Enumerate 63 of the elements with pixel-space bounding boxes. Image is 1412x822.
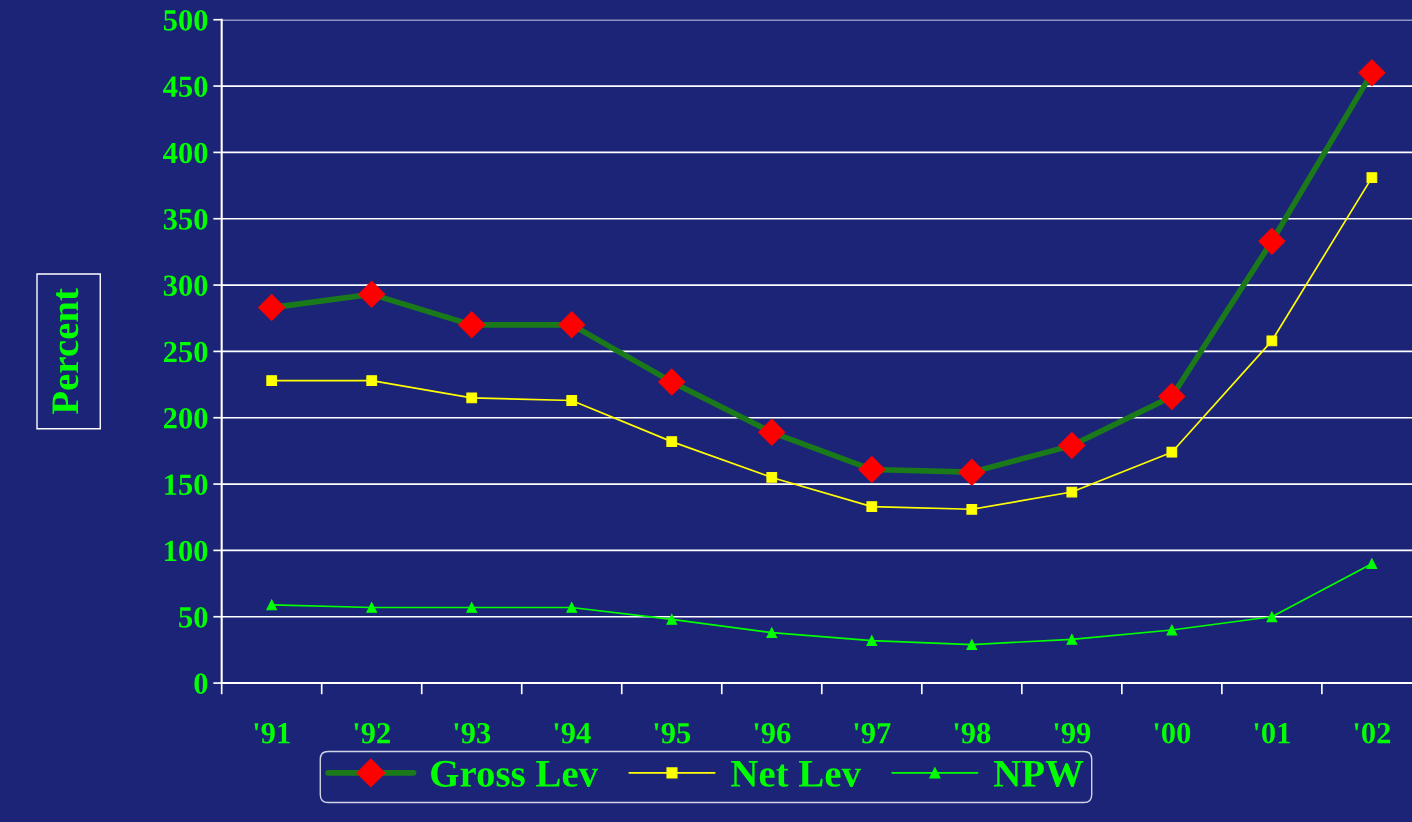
point — [566, 602, 578, 613]
y-tick-label: 350 — [163, 209, 208, 230]
point — [1166, 624, 1178, 636]
point — [1266, 611, 1278, 623]
point — [466, 602, 478, 613]
y-tick-label: 500 — [163, 10, 208, 31]
x-tick-label: '92 — [354, 722, 390, 744]
point — [1266, 335, 1278, 347]
point — [1366, 558, 1378, 570]
legend-label: Net Lev — [731, 761, 861, 787]
x-tick-label: '02 — [1354, 722, 1391, 744]
x-tick-label: '99 — [1054, 722, 1091, 744]
point — [958, 458, 986, 486]
point — [266, 599, 278, 611]
point — [257, 293, 286, 322]
x-tick-label: '97 — [854, 722, 891, 744]
x-tick-label: '00 — [1154, 722, 1191, 744]
point — [866, 635, 878, 647]
point — [266, 375, 278, 386]
x-tick-label: '91 — [254, 722, 290, 744]
x-tick-label: '98 — [954, 722, 991, 744]
legend-label: Gross Lev — [431, 760, 599, 787]
y-tick-label: 50 — [179, 607, 208, 628]
y-tick-label: 100 — [165, 540, 208, 562]
point — [1058, 431, 1086, 460]
point — [966, 503, 978, 515]
point — [457, 311, 486, 339]
point — [858, 455, 886, 484]
point — [658, 368, 686, 396]
point — [1358, 59, 1386, 87]
x-tick-label: '94 — [554, 722, 591, 744]
point — [1166, 446, 1178, 458]
point — [1066, 633, 1078, 645]
point — [366, 602, 378, 613]
point — [966, 639, 978, 650]
point — [357, 280, 386, 309]
y-tick-label: 400 — [163, 142, 208, 164]
point — [866, 501, 878, 513]
point — [366, 375, 378, 386]
y-tick-label: 150 — [165, 474, 208, 495]
y-tick-label: 250 — [163, 341, 208, 363]
x-tick-label: '93 — [454, 722, 491, 744]
point — [666, 436, 678, 447]
point — [1366, 172, 1378, 183]
point — [766, 472, 778, 483]
y-tick-label: 300 — [163, 275, 208, 296]
point — [758, 418, 786, 447]
y-axis-title: Percent — [52, 288, 79, 415]
y-tick-label: 200 — [163, 408, 208, 429]
x-tick-label: '01 — [1254, 722, 1290, 744]
x-tick-label: '96 — [754, 722, 791, 744]
legend-label: NPW — [993, 761, 1084, 788]
x-tick-label: '95 — [654, 722, 691, 744]
point — [1258, 227, 1286, 256]
y-tick-label: 450 — [163, 76, 208, 97]
point — [1066, 486, 1078, 498]
point — [666, 614, 678, 625]
point — [1158, 382, 1186, 411]
point — [466, 392, 478, 404]
point — [566, 395, 578, 406]
y-tick-label: 0 — [194, 673, 208, 694]
point — [557, 311, 586, 339]
point — [766, 627, 778, 639]
